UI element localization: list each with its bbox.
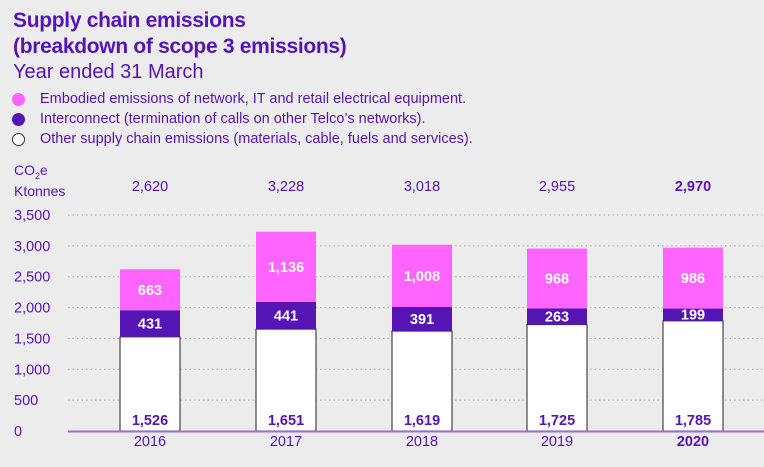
total-label: 2,970 [675,179,711,195]
chart-title: Supply chain emissions (breakdown of sco… [13,8,347,60]
bar-value-label: 1,526 [132,413,168,429]
chart-title-line2: (breakdown of scope 3 emissions) [13,35,347,58]
legend-label-embodied: Embodied emissions of network, IT and re… [40,91,467,107]
unit-e: e [40,162,48,178]
bar-segment [662,320,724,432]
bar-segment [663,308,723,321]
legend-swatch-embodied-icon [12,92,25,106]
y-tick-label: 2,000 [14,301,50,317]
x-tick-label: 2017 [270,434,302,450]
bar-segment [663,247,723,309]
y-tick-label: 0 [14,424,22,440]
bar-value-label: 1,725 [539,413,575,429]
y-tick-label: 1,500 [14,331,50,347]
bar-segment [392,244,452,307]
x-tick-label: 2016 [134,434,166,450]
total-label: 2,955 [539,179,575,195]
bar-value-label: 1,785 [675,413,711,429]
y-tick-label: 2,500 [14,270,50,286]
bar-value-label: 1,008 [404,269,440,285]
bar-segment [527,248,587,309]
bar-segment [256,301,316,330]
legend-label-interconnect: Interconnect (termination of calls on ot… [40,111,426,127]
y-tick-label: 500 [14,393,38,409]
total-label: 3,018 [404,179,440,195]
bar-value-label: 1,619 [404,413,440,429]
bar-value-label: 663 [138,283,162,299]
bar-value-label: 391 [410,312,434,328]
bar-value-label: 263 [545,309,569,325]
bar-value-label: 1,136 [268,260,304,276]
legend-swatch-other-icon [12,132,25,146]
legend-swatch-interconnect-icon [12,112,25,126]
y-tick-label: 1,000 [14,362,50,378]
legend: Embodied emissions of network, IT and re… [12,89,473,149]
bar-segment [392,306,452,332]
bar-segment [119,336,181,432]
total-label: 3,228 [268,179,304,195]
total-label: 2,620 [132,179,168,195]
bar-segment [256,231,316,302]
bar-segment [255,328,317,432]
unit-sub: 2 [35,170,41,181]
unit-ktonnes: Ktonnes [14,182,66,199]
legend-label-other: Other supply chain emissions (materials,… [40,131,473,147]
bar-value-label: 986 [681,271,705,287]
legend-item-interconnect: Interconnect (termination of calls on ot… [12,109,473,129]
bar-value-label: 441 [274,309,298,325]
bar-value-label: 199 [681,308,705,324]
legend-item-embodied: Embodied emissions of network, IT and re… [12,89,473,109]
y-tick-label: 3,000 [14,239,50,255]
unit-co: CO [14,162,35,178]
bar-segment [391,330,453,432]
x-tick-label: 2018 [406,434,438,450]
chart-title-line1: Supply chain emissions [13,9,246,32]
bar-segment [120,269,180,311]
x-tick-label: 2019 [541,434,573,450]
bar-segment [120,310,180,337]
y-tick-label: 3,500 [14,208,50,224]
bar-value-label: 1,651 [268,413,304,429]
bar-value-label: 968 [545,271,569,287]
chart-subtitle: Year ended 31 March [13,61,204,83]
bar-segment [527,308,587,325]
legend-item-other: Other supply chain emissions (materials,… [12,129,473,149]
y-axis-unit-label: CO2e Ktonnes [14,163,65,199]
x-tick-label: 2020 [677,434,709,450]
bar-value-label: 431 [138,317,162,333]
